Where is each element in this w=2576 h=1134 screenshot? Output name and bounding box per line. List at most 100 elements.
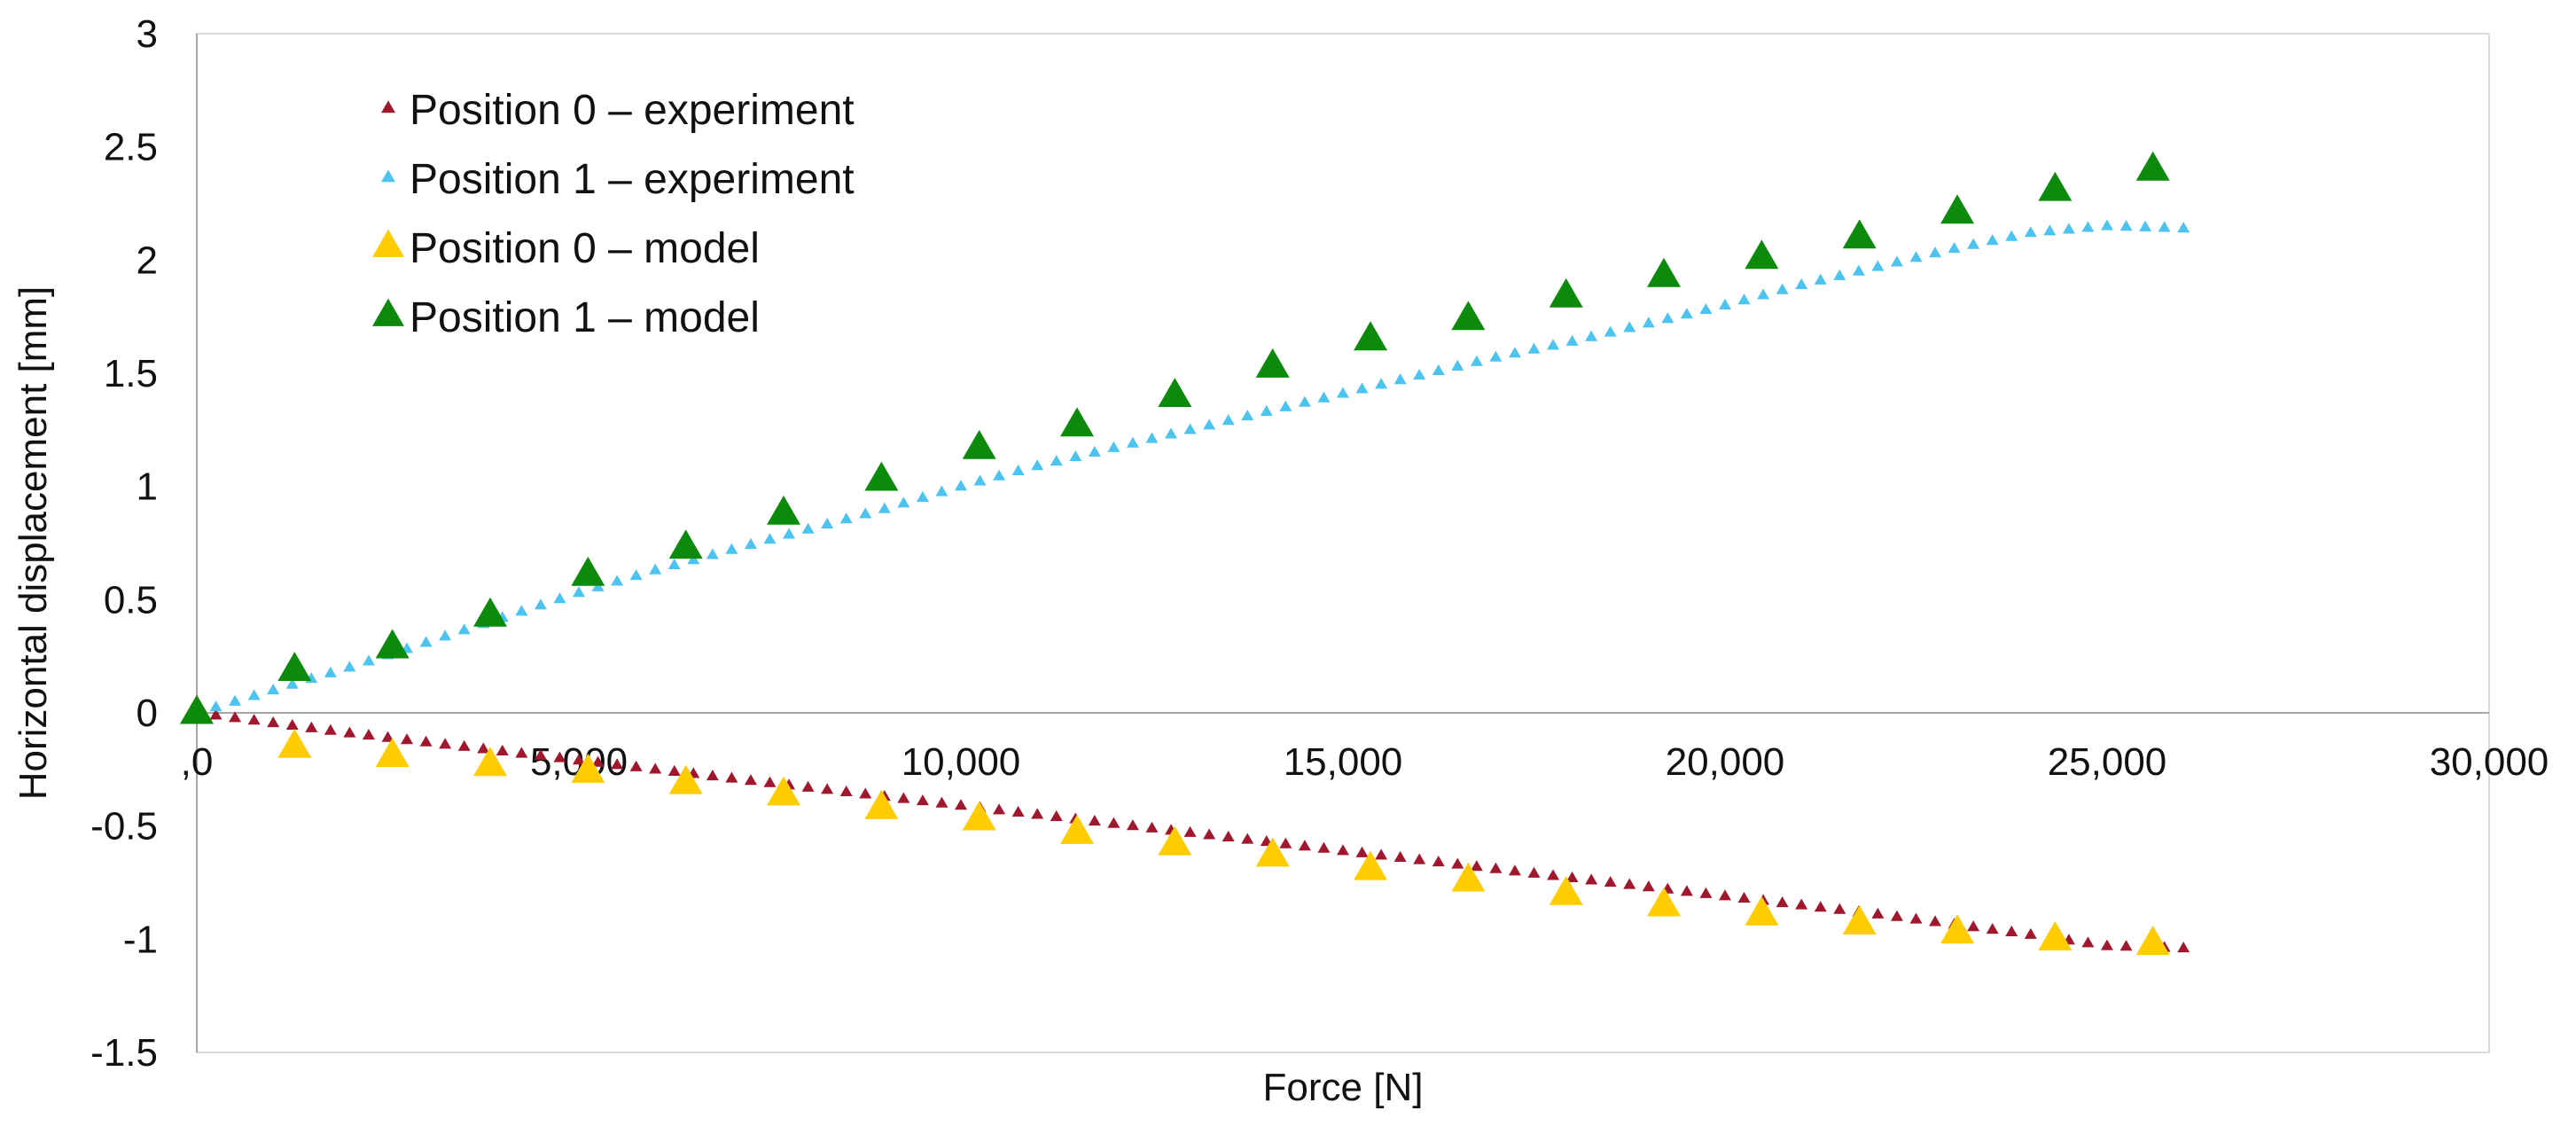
data-point-small — [2101, 219, 2113, 231]
series-position-0-experiment — [191, 706, 2190, 953]
data-point-small — [763, 533, 777, 544]
data-point-small — [1069, 450, 1082, 462]
data-point-small — [839, 785, 853, 796]
data-point-small — [649, 763, 662, 774]
data-point-small — [1183, 825, 1197, 837]
x-tick-label: 10,000 — [902, 740, 1021, 784]
data-point-small — [859, 507, 872, 519]
data-point-small — [935, 796, 948, 808]
data-point-small — [629, 569, 643, 581]
data-point — [864, 461, 899, 491]
data-point-small — [955, 480, 967, 491]
data-point-small — [993, 803, 1006, 815]
y-tick-label: 0 — [137, 692, 158, 735]
data-point-small — [229, 694, 242, 706]
data-point-small — [285, 677, 299, 689]
data-point-small — [515, 747, 528, 758]
y-tick-label: 1 — [137, 465, 158, 509]
data-point-small — [2024, 927, 2037, 939]
data-point-small — [2081, 221, 2095, 232]
data-point-small — [1909, 912, 1923, 924]
y-tick-label: -0.5 — [90, 805, 158, 849]
data-point-small — [1470, 860, 1483, 872]
data-point-small — [667, 558, 681, 570]
data-point-small — [381, 731, 394, 742]
data-point-small — [2158, 221, 2171, 232]
data-point-small — [1279, 400, 1292, 411]
data-point-small — [1795, 278, 1808, 290]
data-point-small — [955, 799, 967, 810]
data-point-small — [2081, 936, 2095, 948]
data-point-small — [1719, 889, 1731, 901]
data-point-small — [935, 485, 948, 497]
data-point-small — [725, 771, 738, 783]
data-point-small — [1737, 891, 1751, 903]
data-point — [668, 529, 703, 559]
legend-marker — [372, 298, 404, 326]
data-point-small — [515, 605, 528, 616]
data-point-small — [267, 683, 280, 695]
data-point-small — [1088, 445, 1101, 457]
data-point-small — [649, 563, 662, 575]
data-point-small — [1413, 369, 1426, 380]
data-point-small — [1661, 312, 1674, 324]
data-point-small — [1527, 342, 1541, 354]
data-point-small — [801, 522, 815, 534]
data-point-small — [1203, 418, 1216, 430]
data-point-small — [1604, 875, 1617, 888]
data-point-small — [1050, 809, 1063, 822]
data-point — [2038, 920, 2073, 950]
data-point — [1842, 219, 1877, 249]
data-point-small — [1680, 885, 1693, 896]
data-point-small — [1929, 246, 1942, 258]
x-tick-label: 25,000 — [2048, 740, 2167, 784]
data-point-small — [2139, 220, 2152, 231]
data-point-small — [362, 654, 375, 666]
data-point — [2038, 171, 2073, 201]
data-point — [375, 629, 410, 659]
data-point-small — [285, 718, 299, 730]
data-point-small — [1222, 414, 1235, 426]
legend-label: Position 0 – experiment — [410, 87, 855, 134]
data-point-small — [763, 776, 777, 787]
data-point-small — [2005, 230, 2018, 241]
data-point-small — [611, 575, 624, 586]
data-point-small — [1642, 880, 1655, 892]
data-point-small — [1470, 355, 1483, 366]
data-point — [1842, 905, 1877, 935]
data-point-small — [1317, 841, 1331, 853]
data-point-small — [247, 714, 261, 725]
data-point — [962, 429, 996, 459]
legend-item: Position 1 – model — [372, 294, 760, 341]
data-point-small — [1776, 895, 1789, 908]
data-point — [473, 747, 508, 777]
data-point-small — [725, 543, 738, 554]
data-point-small — [916, 490, 929, 503]
y-tick-label: 1.5 — [104, 352, 158, 395]
data-point-small — [1757, 288, 1770, 300]
data-point-small — [2177, 942, 2190, 953]
y-axis-title: Horizontal displacement [mm] — [12, 286, 55, 801]
data-point-small — [629, 760, 643, 771]
data-point — [767, 495, 801, 525]
data-point-small — [496, 744, 509, 756]
data-point-small — [1145, 821, 1159, 833]
data-point — [1255, 837, 1290, 867]
data-point-small — [229, 711, 242, 723]
data-point — [180, 694, 214, 724]
data-point-small — [1011, 464, 1025, 476]
data-point — [1158, 378, 1192, 408]
legend-item: Position 0 – experiment — [381, 87, 855, 134]
data-point-small — [1165, 427, 1178, 439]
y-tick-label: 0.5 — [104, 578, 158, 622]
data-point-small — [839, 512, 853, 524]
legend: Position 0 – experiment Position 1 – expe… — [372, 87, 855, 341]
data-point-small — [534, 748, 547, 761]
data-point-small — [1680, 308, 1693, 319]
data-point — [1060, 407, 1095, 437]
y-tick-label: 2.5 — [104, 126, 158, 169]
data-point-small — [1050, 455, 1063, 466]
data-point-small — [1413, 853, 1426, 864]
data-point-small — [1814, 273, 1827, 285]
